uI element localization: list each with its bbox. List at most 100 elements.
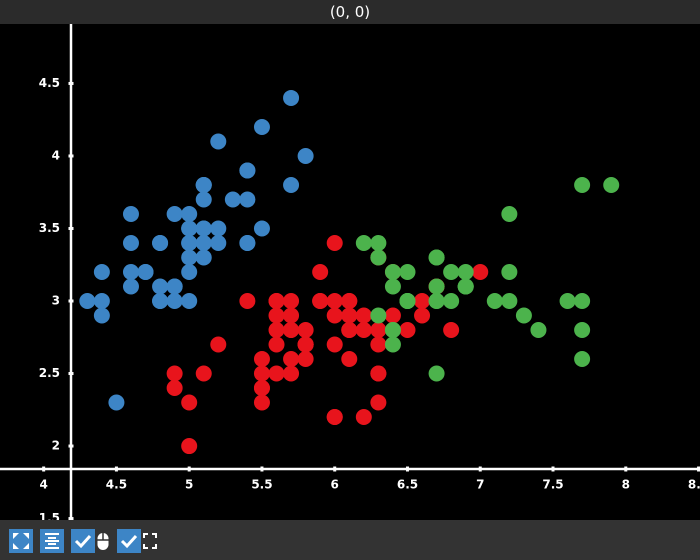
point [341, 322, 358, 339]
point [108, 394, 125, 411]
y-tick-label: 3.5 [39, 221, 60, 235]
y-tick-label: 2.5 [39, 366, 60, 380]
point [428, 278, 445, 295]
chart: 4 4.5 5 5.5 6 6.5 7 7.5 8 8.5 1.5 2 2.5 3 3.5 4 4.5 [0, 24, 700, 520]
point [428, 249, 445, 266]
point [530, 322, 547, 339]
point [283, 322, 300, 339]
point [181, 205, 198, 222]
point [239, 191, 256, 208]
point [253, 118, 270, 135]
point [399, 293, 416, 310]
point [152, 293, 169, 310]
x-tick-label: 6 [331, 478, 339, 492]
point [312, 264, 329, 280]
point [283, 176, 300, 193]
point [166, 278, 183, 295]
point [93, 307, 110, 324]
point [152, 278, 169, 295]
point [268, 336, 285, 353]
point [341, 293, 358, 310]
point [122, 205, 139, 222]
point [195, 249, 212, 266]
zoom-fit-button[interactable] [9, 529, 33, 553]
point [574, 351, 591, 368]
point [297, 147, 314, 164]
point [559, 293, 576, 310]
align-button[interactable] [40, 529, 64, 553]
y-tick-label: 2 [52, 439, 60, 453]
point [283, 307, 300, 324]
x-tick-label: 6.5 [397, 478, 418, 492]
point [253, 394, 270, 411]
point [370, 249, 387, 266]
point [181, 264, 198, 280]
point [166, 365, 183, 382]
point [122, 234, 139, 251]
point [253, 351, 270, 368]
point [414, 293, 431, 310]
point [268, 365, 285, 382]
mouse-icon [97, 533, 109, 550]
point [443, 293, 460, 310]
point [93, 293, 110, 310]
point [166, 293, 183, 310]
x-tick-label: 5 [185, 478, 193, 492]
y-tick-label: 4.5 [39, 76, 60, 90]
point [210, 220, 227, 237]
point [122, 264, 139, 280]
point [224, 191, 241, 208]
point [486, 293, 503, 310]
point [457, 264, 474, 280]
y-tick-label: 4 [52, 148, 60, 162]
point [166, 205, 183, 222]
point [574, 176, 591, 193]
point [384, 264, 401, 280]
point [253, 380, 270, 397]
point [122, 278, 139, 295]
point [152, 234, 169, 251]
point [210, 234, 227, 251]
point [137, 264, 154, 280]
point [268, 322, 285, 339]
point [239, 293, 256, 310]
point [355, 307, 372, 324]
point [574, 322, 591, 339]
point [341, 307, 358, 324]
point [443, 264, 460, 280]
point [370, 336, 387, 353]
point [355, 234, 372, 251]
point [384, 278, 401, 295]
point [399, 264, 416, 280]
point [239, 234, 256, 251]
point [181, 293, 198, 310]
x-tick-label: 8 [622, 478, 630, 492]
point [181, 234, 198, 251]
point [195, 220, 212, 237]
point [355, 322, 372, 339]
point [384, 336, 401, 353]
point [501, 293, 518, 310]
point [181, 394, 198, 411]
x-tick-label: 4 [39, 478, 47, 492]
point [195, 191, 212, 208]
point [399, 322, 416, 339]
mouse-toggle[interactable] [71, 529, 95, 553]
point [457, 278, 474, 295]
point [326, 336, 343, 353]
point [283, 365, 300, 382]
point [326, 293, 343, 310]
point [384, 307, 401, 324]
point [443, 322, 460, 339]
x-tick-label: 7 [476, 478, 484, 492]
point [414, 307, 431, 324]
point [370, 394, 387, 411]
point [370, 307, 387, 324]
y-tick-label: 1.5 [39, 511, 60, 520]
window-title: (0, 0) [0, 0, 700, 24]
point [603, 176, 620, 193]
point [253, 220, 270, 237]
select-toggle[interactable] [117, 529, 141, 553]
x-tick-label: 7.5 [542, 478, 563, 492]
